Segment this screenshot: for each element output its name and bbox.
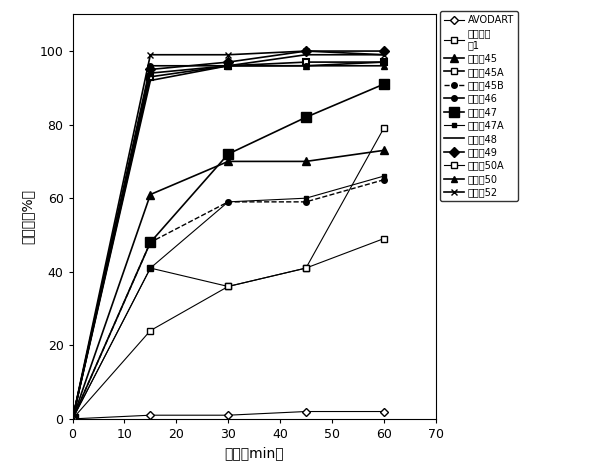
实施例45B (147, 239, 154, 245)
Line: 比较实施
例1: 比较实施 例1 (69, 125, 387, 422)
实施例50A (380, 236, 387, 241)
实施例45B (69, 416, 76, 422)
实施例47 (302, 114, 310, 120)
实施例50A (302, 265, 310, 271)
AVODART (380, 409, 387, 415)
实施例45 (380, 148, 387, 153)
实施例52 (147, 52, 154, 58)
实施例45B (302, 199, 310, 205)
实施例45 (302, 159, 310, 164)
实施例52 (302, 48, 310, 54)
实施例45 (224, 159, 232, 164)
比较实施
例1 (380, 126, 387, 131)
实施例47A (380, 173, 387, 179)
实施例47A (224, 199, 232, 205)
Line: 实施例45B: 实施例45B (70, 177, 387, 422)
实施例47 (380, 81, 387, 87)
AVODART (147, 412, 154, 418)
Line: AVODART: AVODART (70, 409, 387, 422)
实施例52 (380, 52, 387, 58)
实施例48 (69, 416, 76, 422)
实施例45B (380, 177, 387, 183)
Legend: AVODART, 比较实施
例1, 实施例45, 实施例45A, 实施例45B, 实施例46, 实施例47, 实施例47A, 实施例48, 实施例49, 实施例: AVODART, 比较实施 例1, 实施例45, 实施例45A, 实施例45B,… (440, 11, 518, 201)
实施例47A (147, 265, 154, 271)
AVODART (224, 412, 232, 418)
实施例46 (302, 63, 310, 69)
Line: 实施例46: 实施例46 (70, 60, 387, 422)
实施例48 (147, 78, 154, 83)
实施例45A (302, 59, 310, 65)
实施例48 (302, 52, 310, 58)
实施例47 (69, 416, 76, 422)
实施例45A (69, 416, 76, 422)
比较实施
例1 (224, 284, 232, 289)
实施例50A (147, 328, 154, 334)
实施例48 (380, 52, 387, 58)
实施例46 (69, 416, 76, 422)
实施例47 (224, 151, 232, 157)
实施例45B (224, 199, 232, 205)
Line: 实施例50: 实施例50 (70, 63, 387, 422)
实施例45A (224, 63, 232, 69)
实施例48 (224, 63, 232, 69)
实施例46 (380, 59, 387, 65)
实施例49 (380, 48, 387, 54)
AVODART (69, 416, 76, 422)
实施例49 (302, 48, 310, 54)
实施例46 (147, 63, 154, 69)
比较实施
例1 (147, 265, 154, 271)
Y-axis label: 溶出度（%）: 溶出度（%） (20, 189, 34, 244)
实施例50 (147, 70, 154, 76)
比较实施
例1 (302, 265, 310, 271)
Line: 实施例49: 实施例49 (69, 48, 387, 422)
实施例45 (147, 192, 154, 198)
实施例46 (224, 63, 232, 69)
实施例52 (69, 416, 76, 422)
实施例50A (224, 284, 232, 289)
Line: 实施例50A: 实施例50A (69, 235, 387, 422)
实施例45A (380, 59, 387, 65)
Line: 实施例47: 实施例47 (68, 79, 388, 424)
实施例50A (69, 416, 76, 422)
实施例45 (69, 416, 76, 422)
实施例50 (69, 416, 76, 422)
实施例47 (147, 239, 154, 245)
实施例50 (224, 63, 232, 69)
Line: 实施例48: 实施例48 (73, 55, 384, 419)
实施例47A (302, 195, 310, 201)
比较实施
例1 (69, 416, 76, 422)
Line: 实施例45A: 实施例45A (69, 59, 387, 422)
实施例50 (380, 63, 387, 69)
实施例52 (224, 52, 232, 58)
Line: 实施例52: 实施例52 (69, 48, 387, 422)
实施例49 (69, 416, 76, 422)
Line: 实施例47A: 实施例47A (71, 174, 386, 421)
实施例50 (302, 63, 310, 69)
AVODART (302, 409, 310, 415)
实施例49 (147, 67, 154, 72)
实施例45A (147, 74, 154, 79)
实施例47A (69, 416, 76, 422)
Line: 实施例45: 实施例45 (68, 146, 388, 423)
实施例49 (224, 59, 232, 65)
X-axis label: 时间（min）: 时间（min） (224, 446, 284, 460)
